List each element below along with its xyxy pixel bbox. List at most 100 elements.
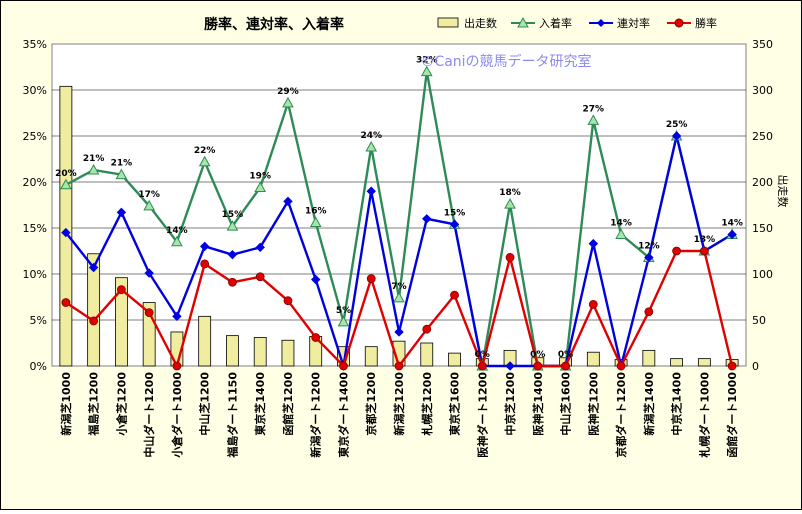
bar (448, 352, 461, 367)
bar (670, 358, 683, 367)
diamond-marker (255, 242, 265, 253)
right-tick-label: 100 (752, 268, 773, 281)
bar (198, 315, 212, 367)
triangle-marker (282, 96, 294, 108)
circle-marker (339, 361, 348, 371)
diamond-marker (366, 186, 376, 196)
right-axis: 0 50 100 150 200 250 300 350 (752, 38, 773, 373)
left-tick-label: 30% (23, 84, 47, 97)
data-label: 0% (475, 350, 490, 360)
category-label: 小倉芝1200 (114, 372, 128, 437)
data-label: 18% (499, 188, 521, 198)
chart-title: 勝率、連対率、入着率 (204, 16, 344, 33)
right-tick-label: 50 (752, 314, 766, 327)
category-label: 京都芝1200 (364, 372, 378, 436)
data-label: 15% (222, 210, 244, 220)
circle-marker (561, 361, 570, 371)
data-label: 21% (111, 159, 133, 169)
triangle-marker (309, 216, 322, 227)
category-label: 札幌ダート1000 (697, 372, 711, 459)
left-tick-label: 10% (23, 268, 47, 281)
data-labels: 20% 21% 21% 17% 14% 22% 15% 19% 29% 16% 5% 24% 7% 32%… (55, 56, 743, 360)
diamond-marker (227, 249, 238, 260)
legend-marker (674, 18, 684, 28)
category-label: 東京ダート1400 (336, 372, 350, 458)
bar (59, 85, 73, 367)
category-label: 中京芝1400 (670, 372, 684, 436)
triangle-marker (615, 228, 627, 239)
bar (420, 342, 434, 367)
category-label: 函館ダート1000 (725, 372, 739, 458)
circle-marker (672, 246, 681, 256)
category-label: 阪神芝1200 (586, 372, 600, 436)
bar (642, 349, 656, 367)
data-label: 24% (360, 131, 382, 141)
data-label: 19% (249, 172, 271, 182)
data-label: 0% (558, 350, 573, 360)
diamond-marker (727, 229, 737, 240)
diamond-marker (199, 241, 210, 252)
circle-marker (588, 299, 598, 309)
data-label: 17% (138, 190, 160, 200)
left-axis: 0% 5% 10% 15% 20% 25% 30% 35% (23, 38, 47, 373)
line-markers (60, 65, 738, 371)
diamond-marker (644, 252, 654, 263)
category-label: 阪神芝1400 (531, 372, 545, 436)
triangle-marker (504, 198, 516, 209)
triangle-marker (171, 235, 183, 247)
category-label: 新潟芝1200 (392, 372, 406, 436)
triangle-marker (254, 181, 267, 193)
legend-swatch (437, 17, 459, 28)
bar (697, 358, 711, 367)
right-axis-label: 出走数 (776, 175, 790, 208)
category-label: 中山ダート1200 (142, 372, 156, 458)
data-label: 16% (305, 206, 327, 216)
triangle-marker (115, 168, 128, 180)
bar (115, 277, 128, 367)
triangle-marker (60, 178, 72, 190)
legend-label: 出走数 (464, 16, 497, 30)
right-tick-label: 300 (752, 84, 773, 97)
category-label: 中山芝1200 (198, 372, 212, 436)
diamond-marker (505, 361, 515, 371)
circle-marker (644, 307, 654, 317)
legend-label: 連対率 (617, 16, 650, 30)
category-axis: 新潟芝1000 福島芝1200 小倉芝1200 中山ダート1200 小倉ダート1000 中… (59, 372, 739, 459)
legend-label: 勝率 (695, 16, 717, 30)
category-label: 東京芝1400 (253, 372, 267, 436)
data-label: 20% (55, 169, 77, 179)
diamond-marker (422, 214, 432, 224)
circle-marker (477, 361, 487, 371)
diamond-marker (311, 274, 321, 285)
circle-marker (422, 324, 432, 334)
circle-marker (394, 361, 404, 371)
diamond-marker (88, 262, 99, 273)
circle-marker (616, 361, 626, 371)
category-label: 東京芝1600 (448, 372, 462, 436)
category-label: 札幌芝1200 (420, 372, 434, 437)
bar (253, 337, 267, 367)
data-label: 22% (194, 146, 216, 156)
bar (226, 335, 239, 367)
circle-marker (699, 246, 709, 256)
left-tick-label: 35% (23, 38, 47, 51)
legend: 出走数 入着率 連対率 勝率 (437, 16, 717, 30)
data-label: 27% (583, 104, 605, 114)
triangle-marker (587, 114, 600, 125)
circle-marker (61, 298, 71, 307)
circle-marker (144, 308, 154, 318)
left-tick-label: 0% (30, 360, 47, 373)
diamond-marker (394, 327, 404, 337)
watermark: ©Caniの競馬データ研究室 (420, 53, 591, 70)
data-label: 12% (638, 241, 660, 251)
data-label: 0% (530, 350, 545, 360)
category-label: 福島芝1200 (87, 372, 101, 437)
data-label: 32% (416, 56, 438, 66)
category-label: 新潟芝1400 (642, 372, 656, 436)
data-label: 7% (391, 282, 406, 292)
circle-marker (505, 253, 515, 262)
data-label: 25% (666, 120, 688, 130)
circle-marker (311, 333, 321, 342)
